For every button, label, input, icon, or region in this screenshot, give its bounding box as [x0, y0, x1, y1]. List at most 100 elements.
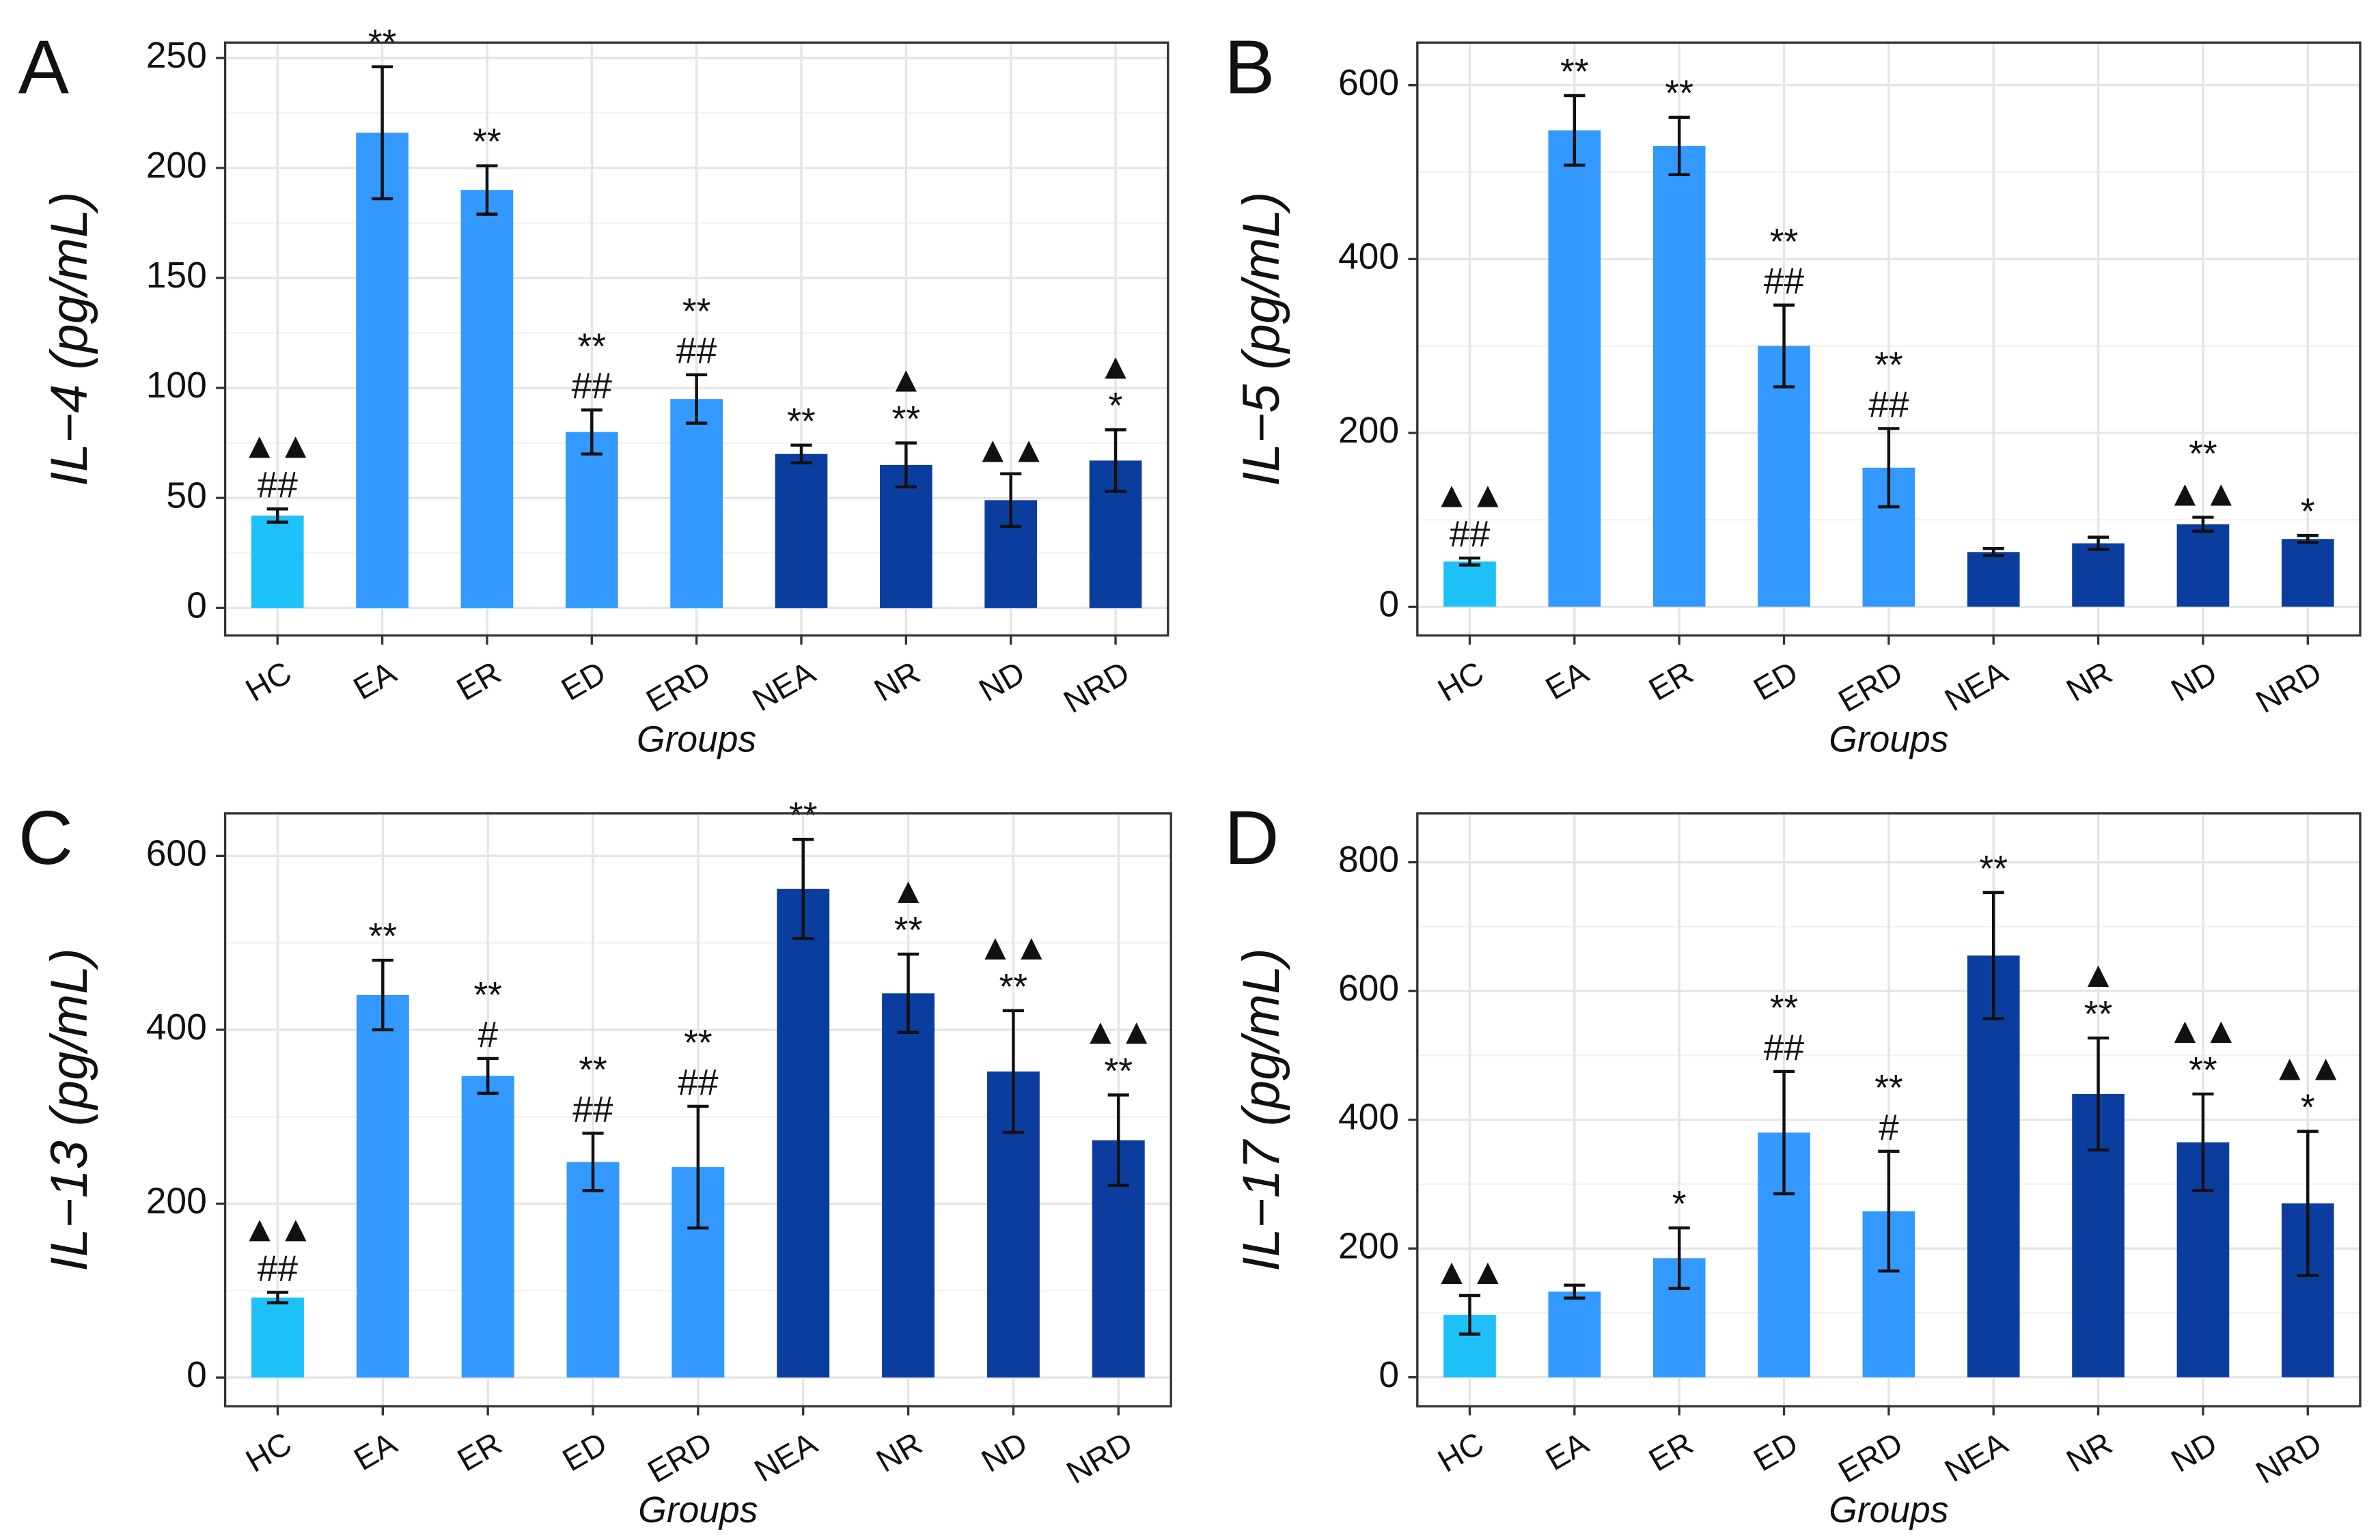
significance-label: ** — [1874, 1068, 1903, 1108]
x-tick-label: NR — [2060, 654, 2118, 708]
error-bar — [1105, 428, 1126, 493]
significance-label: ▲▲ — [241, 425, 314, 466]
bar — [1758, 346, 1810, 607]
error-bar — [372, 958, 393, 1032]
significance-label: ## — [676, 331, 717, 372]
significance-label: ** — [578, 326, 607, 367]
x-tick-label: ND — [2165, 654, 2222, 708]
significance-label: ** — [682, 292, 711, 332]
error-bar — [1458, 1293, 1481, 1336]
significance-label: ** — [2084, 994, 2113, 1035]
bar — [1967, 552, 2020, 607]
error-bar — [687, 1104, 709, 1230]
x-tick-label: ER — [451, 654, 507, 707]
significance-label: ▲▲ — [1434, 1252, 1506, 1292]
x-tick-label: HC — [240, 1425, 297, 1479]
error-bar — [1458, 556, 1481, 567]
significance-label: ** — [787, 402, 816, 442]
bar — [2176, 524, 2230, 607]
significance-label: ## — [1764, 1028, 1805, 1068]
bar — [1967, 955, 2020, 1377]
significance-label: ▲▲ — [2271, 1048, 2344, 1089]
x-tick-label: ED — [555, 654, 611, 707]
error-bar — [2192, 516, 2214, 533]
error-bar — [1002, 1009, 1024, 1134]
error-bar — [895, 441, 917, 489]
error-bar — [1773, 1069, 1795, 1196]
significance-label: # — [478, 1015, 498, 1055]
significance-label: ▲ — [1098, 346, 1134, 387]
x-tick-label: EA — [1540, 1425, 1595, 1477]
error-bar — [1982, 891, 2004, 1020]
significance-label: ## — [572, 1089, 613, 1130]
bar — [251, 515, 304, 608]
y-tick-label: 100 — [146, 365, 207, 406]
significance-label: ** — [1874, 346, 1903, 386]
plot-border — [223, 812, 1172, 1408]
x-tick-label: HC — [1432, 654, 1489, 708]
y-axis-label: IL−4 (pg/mL) — [40, 192, 98, 486]
significance-label: ▲ — [2080, 955, 2116, 995]
panel: ▲▲HC EA*ER**##ED**#ERD**NEA▲**NR▲▲**ND▲▲*… — [1224, 795, 2362, 1530]
panel-label: C — [18, 795, 73, 880]
significance-label: ** — [2189, 1050, 2217, 1091]
y-tick-label: 600 — [1338, 968, 1399, 1009]
bar — [1548, 1291, 1601, 1377]
error-bar — [1982, 546, 2004, 557]
x-tick-label: EA — [1540, 654, 1595, 707]
bar — [356, 994, 409, 1378]
error-bar — [790, 443, 812, 464]
significance-label: ** — [999, 967, 1028, 1007]
x-tick-label: EA — [348, 654, 403, 707]
significance-label: ** — [684, 1023, 712, 1063]
y-tick-label: 200 — [1338, 1226, 1399, 1266]
bar — [882, 993, 935, 1378]
x-tick-label: NRD — [2250, 654, 2328, 720]
x-tick-label: NR — [868, 654, 926, 708]
x-axis-label: Groups — [1829, 1490, 1948, 1530]
error-bar — [1000, 472, 1022, 529]
significance-label: ** — [894, 910, 923, 951]
x-tick-label: ER — [1643, 654, 1699, 707]
x-tick-label: NRD — [1057, 654, 1135, 720]
x-tick-label: ND — [973, 654, 1030, 708]
panel: ▲▲##HC**EA**ER**##ED**##ERD**NEA▲**NR▲▲N… — [18, 23, 1170, 759]
significance-label: ## — [678, 1063, 719, 1103]
y-tick-label: 200 — [146, 145, 207, 186]
significance-label: ** — [473, 975, 502, 1016]
significance-label: * — [1672, 1184, 1687, 1224]
error-bar — [266, 1291, 289, 1304]
y-axis-label: IL−13 (pg/mL) — [40, 948, 98, 1271]
bar — [2072, 543, 2125, 607]
y-tick-label: 600 — [146, 833, 207, 873]
significance-label: * — [1109, 386, 1123, 426]
x-tick-label: NEA — [748, 1425, 823, 1488]
significance-label: * — [2301, 1088, 2315, 1128]
plot-border — [1416, 812, 2362, 1408]
bar — [251, 1297, 304, 1378]
x-tick-label: ND — [975, 1425, 1033, 1479]
y-tick-label: 400 — [146, 1007, 207, 1048]
panel-label: B — [1224, 24, 1275, 109]
significance-label: ## — [572, 366, 613, 406]
x-tick-label: NR — [870, 1425, 928, 1479]
bar — [775, 453, 828, 608]
error-bar — [477, 1056, 499, 1095]
x-axis-label: Groups — [638, 1490, 758, 1530]
error-bar — [2297, 1130, 2319, 1277]
x-tick-label: NEA — [747, 654, 822, 718]
bar — [460, 190, 514, 608]
x-tick-label: ERD — [640, 654, 716, 718]
plot-border — [223, 41, 1170, 637]
y-tick-label: 0 — [1379, 585, 1399, 625]
significance-label: ▲ — [890, 871, 926, 911]
x-tick-label: ND — [2165, 1425, 2222, 1479]
x-tick-label: ER — [452, 1425, 508, 1478]
error-bar — [2087, 535, 2109, 551]
x-tick-label: ERD — [1832, 654, 1908, 718]
y-tick-label: 200 — [146, 1181, 207, 1222]
bar — [1548, 130, 1601, 607]
error-bar — [1878, 1149, 1900, 1273]
significance-label: ** — [473, 122, 501, 163]
